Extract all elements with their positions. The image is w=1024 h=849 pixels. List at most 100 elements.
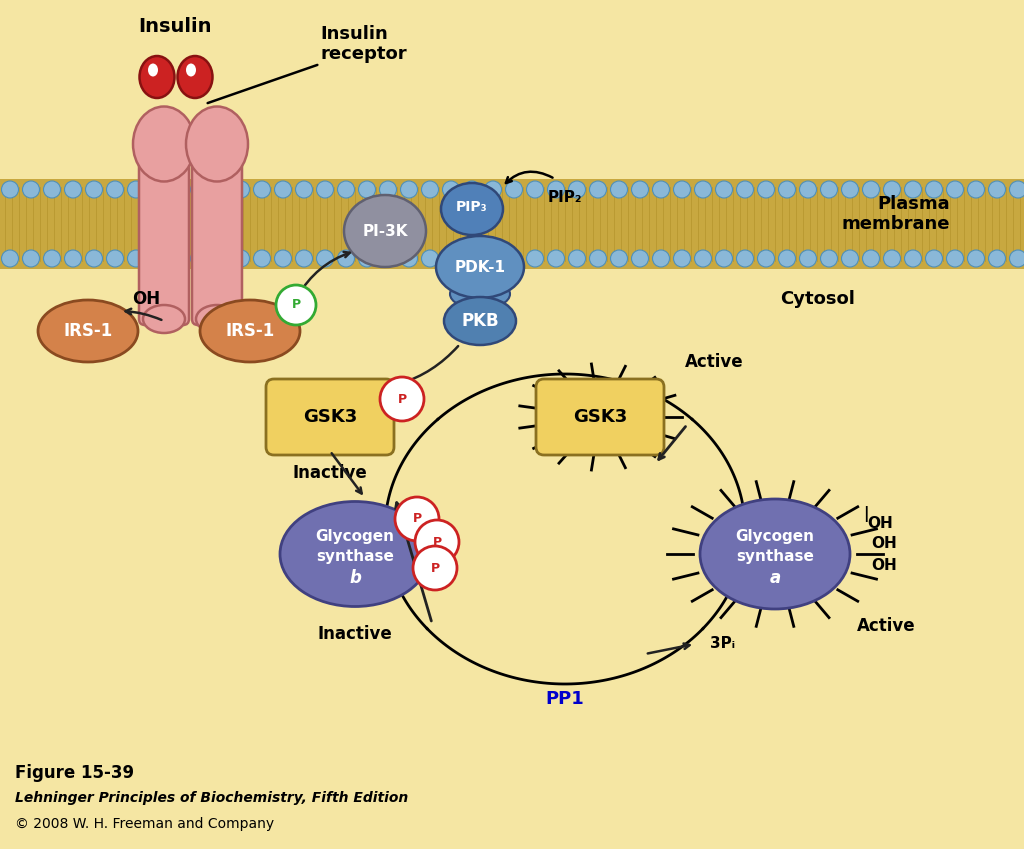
Circle shape [232,250,250,267]
Circle shape [442,250,460,267]
FancyBboxPatch shape [193,148,242,325]
Circle shape [422,181,438,198]
Ellipse shape [196,305,238,333]
Circle shape [694,181,712,198]
Circle shape [736,181,754,198]
Circle shape [254,250,270,267]
Text: Inactive: Inactive [317,625,392,643]
Circle shape [800,181,816,198]
Text: PIP₃: PIP₃ [456,200,487,214]
Circle shape [904,181,922,198]
Circle shape [820,181,838,198]
Circle shape [85,181,102,198]
Circle shape [610,181,628,198]
Ellipse shape [700,499,850,609]
Text: |: | [863,506,868,522]
Text: a: a [769,569,780,587]
Bar [0,179,1024,269]
Circle shape [778,181,796,198]
Circle shape [276,285,316,325]
Text: 3Pᵢ: 3Pᵢ [710,637,735,651]
Circle shape [484,250,502,267]
Text: Insulin: Insulin [138,18,212,37]
Ellipse shape [148,64,158,76]
Circle shape [232,181,250,198]
Text: PDK-1: PDK-1 [455,260,506,274]
Circle shape [190,250,208,267]
Circle shape [254,181,270,198]
Text: Glycogen: Glycogen [735,528,814,543]
Circle shape [316,181,334,198]
Text: IRS-1: IRS-1 [225,322,274,340]
Circle shape [380,377,424,421]
Circle shape [568,250,586,267]
Circle shape [632,181,648,198]
Text: Lehninger Principles of Biochemistry, Fifth Edition: Lehninger Principles of Biochemistry, Fi… [15,791,409,805]
FancyBboxPatch shape [139,148,189,325]
Text: synthase: synthase [316,548,394,564]
Text: Active: Active [857,617,915,635]
Circle shape [946,250,964,267]
Text: OH: OH [132,290,160,308]
Circle shape [1,181,18,198]
Circle shape [778,250,796,267]
Circle shape [988,181,1006,198]
Circle shape [716,250,732,267]
Circle shape [926,181,942,198]
Text: Plasma
membrane: Plasma membrane [842,194,950,233]
Circle shape [43,181,60,198]
Circle shape [800,250,816,267]
Text: P: P [292,299,301,312]
Circle shape [926,250,942,267]
Text: P: P [430,561,439,575]
Circle shape [968,181,984,198]
Circle shape [148,181,166,198]
Circle shape [23,181,40,198]
Circle shape [338,250,354,267]
Ellipse shape [450,279,510,309]
Circle shape [358,181,376,198]
Circle shape [674,181,690,198]
Circle shape [106,250,124,267]
Circle shape [338,181,354,198]
Circle shape [968,250,984,267]
Circle shape [590,250,606,267]
Circle shape [128,181,144,198]
Circle shape [400,181,418,198]
Ellipse shape [133,106,195,182]
Ellipse shape [177,56,213,98]
Text: PIP₂: PIP₂ [548,189,583,205]
Text: b: b [349,569,360,587]
Text: OH: OH [867,516,893,531]
Circle shape [464,250,480,267]
Text: Figure 15-39: Figure 15-39 [15,764,134,782]
Circle shape [904,250,922,267]
Circle shape [380,181,396,198]
Circle shape [212,250,228,267]
Circle shape [65,250,82,267]
Circle shape [358,250,376,267]
Ellipse shape [38,300,138,362]
Circle shape [1010,181,1024,198]
Text: P: P [432,536,441,548]
Circle shape [820,250,838,267]
Circle shape [442,181,460,198]
Text: PKB: PKB [461,312,499,330]
Circle shape [413,546,457,590]
Circle shape [65,181,82,198]
Circle shape [170,181,186,198]
Text: PI-3K: PI-3K [362,223,408,239]
Circle shape [526,181,544,198]
Circle shape [148,250,166,267]
Circle shape [23,250,40,267]
Circle shape [274,181,292,198]
Text: Inactive: Inactive [293,464,368,482]
Circle shape [1010,250,1024,267]
Ellipse shape [139,56,174,98]
Circle shape [946,181,964,198]
Circle shape [400,250,418,267]
Circle shape [568,181,586,198]
Circle shape [170,250,186,267]
Ellipse shape [441,183,503,235]
Text: OH: OH [871,559,897,574]
